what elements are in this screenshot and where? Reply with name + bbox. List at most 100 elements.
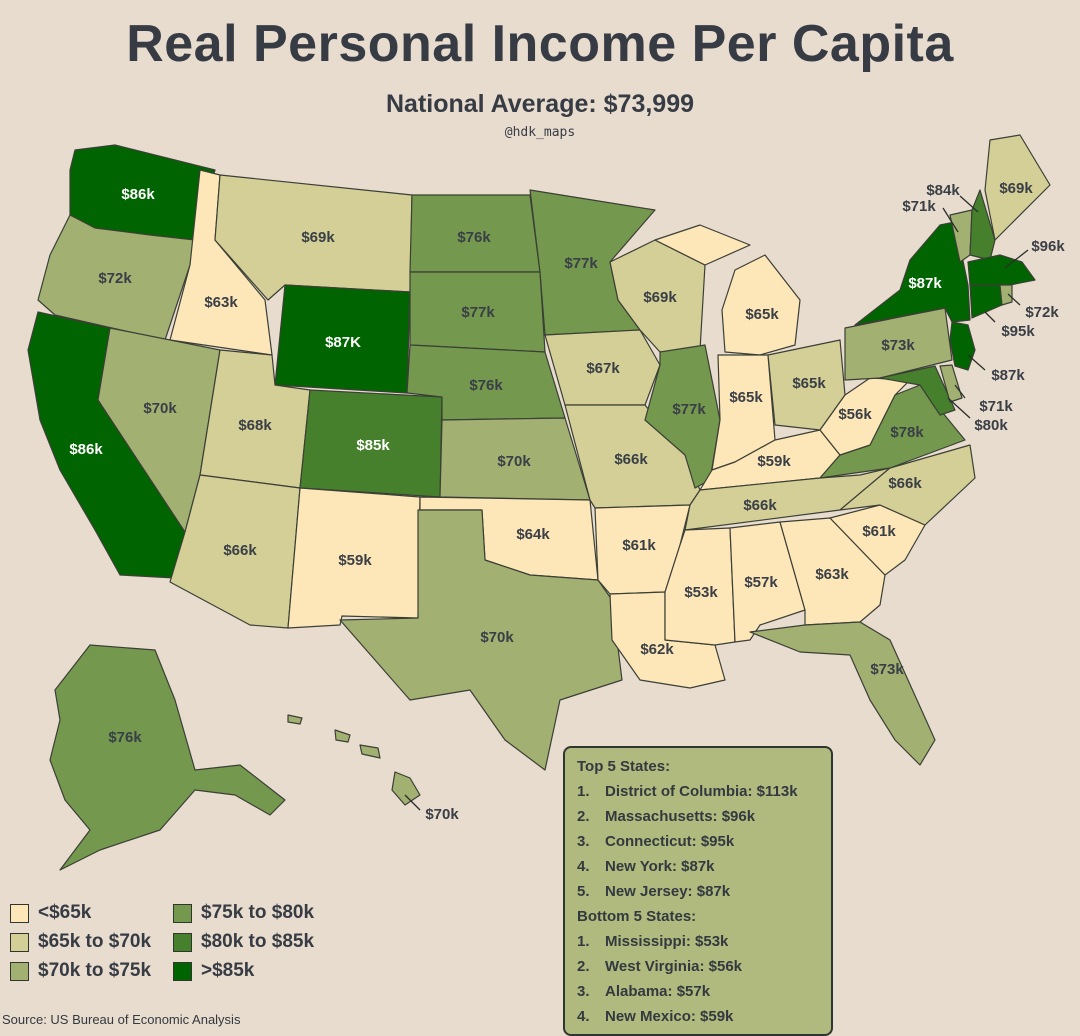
bottom-states-header: Bottom 5 States: <box>577 908 697 925</box>
top-state-row: 2. Massachusetts: $96k <box>577 808 756 825</box>
legend-item-lt65: <$65k <box>10 902 91 924</box>
rankings-box: Top 5 States: 1. District of Columbia: $1… <box>563 746 833 1036</box>
label-tennessee: $66k <box>743 497 777 514</box>
label-north-dakota: $76k <box>457 229 491 246</box>
state-michigan <box>721 254 801 356</box>
state-hawaii <box>391 771 421 806</box>
label-ohio: $65k <box>792 375 826 392</box>
label-north-carolina: $66k <box>888 475 922 492</box>
label-pennsylvania: $73k <box>881 337 915 354</box>
author-credit: @hdk_maps <box>504 125 576 140</box>
legend-label: <$65k <box>38 902 92 923</box>
label-texas: $70k <box>480 629 514 646</box>
state-rhode-island <box>999 284 1013 306</box>
state-oregon <box>37 214 196 341</box>
legend-item-80-85: $80k to $85k <box>173 931 314 953</box>
bottom-state-row: 2. West Virginia: $56k <box>577 958 743 975</box>
label-florida: $73k <box>870 661 904 678</box>
state-iowa <box>544 329 661 406</box>
label-wisconsin: $69k <box>643 289 677 306</box>
bottom-state-row: 3. Alabama: $57k <box>577 983 711 1000</box>
label-arkansas: $61k <box>622 537 656 554</box>
label-south-dakota: $77k <box>461 304 495 321</box>
label-indiana: $65k <box>729 389 763 406</box>
legend-swatch <box>10 903 29 923</box>
state-new-hampshire <box>969 189 996 261</box>
label-wyoming: $87K <box>325 334 361 351</box>
label-alabama: $57k <box>744 574 778 591</box>
label-new-mexico: $59k <box>338 552 372 569</box>
top-state-row: 5. New Jersey: $87k <box>577 883 731 900</box>
label-utah: $68k <box>238 417 272 434</box>
label-delaware: $71k <box>979 398 1013 415</box>
label-rhode-island: $72k <box>1025 304 1059 321</box>
legend-item-gt85: >$85k <box>173 960 254 982</box>
state-texas <box>339 509 623 771</box>
label-mississippi: $53k <box>684 584 718 601</box>
label-louisiana: $62k <box>640 641 674 658</box>
label-nevada: $70k <box>143 400 177 417</box>
label-south-carolina: $61k <box>862 523 896 540</box>
state-illinois <box>644 344 721 489</box>
legend-swatch <box>10 932 29 952</box>
state-massachusetts <box>967 254 1036 286</box>
legend-item-65-70: $65k to $70k <box>10 931 151 953</box>
state-delaware <box>939 364 963 403</box>
label-vermont: $71k <box>902 198 936 215</box>
label-kentucky: $59k <box>757 453 791 470</box>
legend-label: >$85k <box>201 960 255 981</box>
map-subtitle: National Average: $73,999 <box>385 90 695 118</box>
legend-swatch <box>173 961 192 981</box>
label-hawaii: $70k <box>425 806 459 823</box>
label-new-hampshire: $84k <box>926 182 960 199</box>
legend-label: $70k to $75k <box>38 960 152 981</box>
top-state-row: 4. New York: $87k <box>577 858 715 875</box>
label-missouri: $66k <box>614 451 648 468</box>
top-state-row: 3. Connecticut: $95k <box>577 833 735 850</box>
label-montana: $69k <box>301 229 335 246</box>
label-alaska: $76k <box>108 729 142 746</box>
label-oregon: $72k <box>98 270 132 287</box>
legend-swatch <box>173 903 192 923</box>
state-alaska <box>49 644 286 871</box>
label-connecticut: $95k <box>1001 323 1035 340</box>
legend-label: $80k to $85k <box>201 931 315 952</box>
label-massachusetts: $96k <box>1031 238 1065 255</box>
label-idaho: $63k <box>204 294 238 311</box>
legend-item-70-75: $70k to $75k <box>10 960 151 982</box>
label-arizona: $66k <box>223 542 257 559</box>
hawaii-islands <box>287 714 381 759</box>
state-labels: $86k $72k $86k $63k $70k $69k $87K $68k … <box>69 180 1065 823</box>
label-oklahoma: $64k <box>516 526 550 543</box>
legend-swatch <box>173 932 192 952</box>
label-michigan: $65k <box>745 306 779 323</box>
label-california: $86k <box>69 441 103 458</box>
state-maine <box>984 134 1051 241</box>
source-note: Source: US Bureau of Economic Analysis <box>2 1012 241 1027</box>
label-minnesota: $77k <box>564 255 598 272</box>
label-kansas: $70k <box>497 453 531 470</box>
label-virginia: $78k <box>890 424 924 441</box>
state-south-carolina <box>829 504 926 576</box>
label-iowa: $67k <box>586 360 620 377</box>
label-maryland: $80k <box>974 417 1008 434</box>
state-maryland <box>879 365 956 416</box>
bottom-state-row: 1. Mississippi: $53k <box>577 933 729 950</box>
state-michigan-upper <box>654 224 751 266</box>
state-florida <box>749 621 936 766</box>
state-new-jersey <box>949 321 976 371</box>
legend-swatch <box>10 961 29 981</box>
legend-label: $65k to $70k <box>38 931 152 952</box>
label-west-virginia: $56k <box>838 406 872 423</box>
state-new-york <box>854 221 971 326</box>
legend-label: $75k to $80k <box>201 902 315 923</box>
state-tennessee <box>684 467 891 531</box>
label-colorado: $85k <box>356 437 390 454</box>
leader-lines <box>404 195 1029 811</box>
label-illinois: $77k <box>672 401 706 418</box>
legend-item-75-80: $75k to $80k <box>173 902 314 924</box>
label-new-jersey: $87k <box>991 367 1025 384</box>
label-new-york: $87k <box>908 275 942 292</box>
bottom-state-row: 4. New Mexico: $59k <box>577 1008 734 1025</box>
